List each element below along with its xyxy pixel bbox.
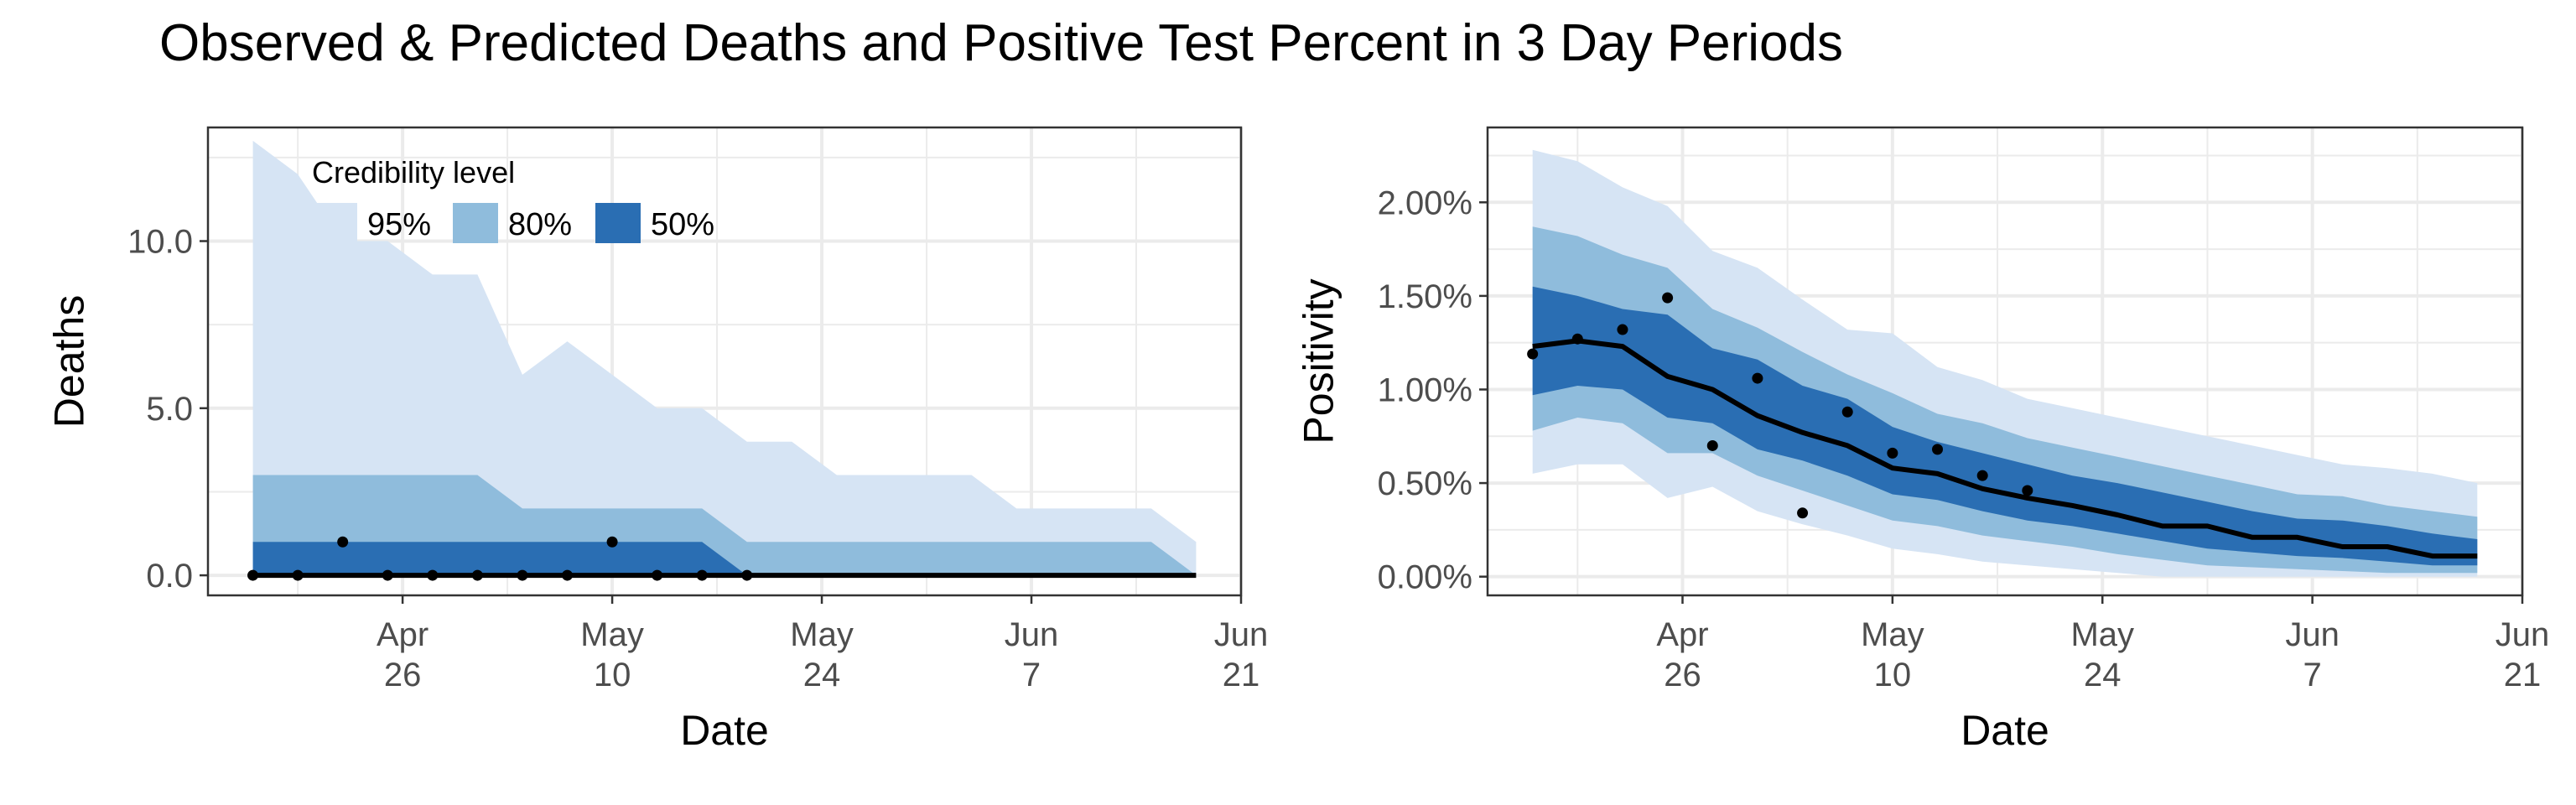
legend-title: Credibility level xyxy=(312,155,515,190)
legend-label: 80% xyxy=(508,207,572,242)
observed-point xyxy=(1571,333,1583,345)
x-tick-label-month: May xyxy=(790,616,854,653)
legend-label: 95% xyxy=(367,207,431,242)
x-tick-label-day: 21 xyxy=(1223,657,1260,693)
observed-point xyxy=(1887,447,1898,459)
observed-point xyxy=(606,536,618,548)
observed-point xyxy=(292,569,304,581)
observed-point xyxy=(1527,348,1539,360)
x-tick-label-month: May xyxy=(2070,616,2134,653)
observed-point xyxy=(2022,485,2033,496)
x-tick-label-day: 7 xyxy=(1022,657,1041,693)
observed-point xyxy=(382,569,393,581)
x-tick-label-day: 7 xyxy=(2303,657,2321,693)
x-tick-label-day: 10 xyxy=(1874,657,1912,693)
deaths-panel: 0.0 5.0 10.0 Apr 26 May 10 May 24 Jun 7 Jun 21 Date De… xyxy=(46,126,1269,754)
legend: Credibility level 95% 80% 50% xyxy=(312,155,714,243)
positivity-panel: 0.00% 0.50% 1.00% 1.50% 2.00% Apr 26 May 10 May 24… xyxy=(1296,126,2550,754)
legend-item: 50% xyxy=(595,203,714,243)
observed-point xyxy=(427,569,439,581)
y-tick-label: 5.0 xyxy=(146,391,193,428)
band-80 xyxy=(1532,226,2478,574)
x-tick-label-day: 24 xyxy=(2084,657,2122,693)
y-tick-label: 2.00% xyxy=(1378,184,1472,221)
x-tick-label-day: 26 xyxy=(384,657,422,693)
x-axis-title: Date xyxy=(680,707,769,754)
observed-point xyxy=(1932,444,1944,455)
x-tick-label-month: May xyxy=(580,616,644,653)
y-axis-title: Positivity xyxy=(1296,278,1343,444)
observed-point xyxy=(562,569,574,581)
x-tick-label-month: Apr xyxy=(1656,616,1708,653)
observed-point xyxy=(517,569,528,581)
x-tick-label-month: Jun xyxy=(1005,616,1059,653)
chart-title: Observed & Predicted Deaths and Positive… xyxy=(159,14,1844,72)
y-tick-label: 0.00% xyxy=(1378,559,1472,596)
x-axis-title: Date xyxy=(1961,707,2049,754)
x-tick-label-month: Apr xyxy=(377,616,428,653)
observed-point xyxy=(1706,439,1718,451)
panel-border xyxy=(1486,126,2524,597)
observed-point xyxy=(741,569,753,581)
legend-swatch xyxy=(453,203,498,243)
y-tick-label: 1.00% xyxy=(1378,371,1472,408)
median-line xyxy=(1532,338,2478,559)
x-tick-label-day: 24 xyxy=(803,657,841,693)
x-tick-label-month: May xyxy=(1861,616,1924,653)
observed-point xyxy=(652,569,663,581)
observed-point xyxy=(1752,372,1763,384)
observed-point xyxy=(471,569,483,581)
observed-point xyxy=(1797,507,1809,519)
legend-swatch xyxy=(312,203,357,243)
observed-point xyxy=(247,569,259,581)
band-95 xyxy=(252,140,1197,576)
panel-border xyxy=(206,126,1243,597)
legend-swatch xyxy=(595,203,641,243)
y-axis-title: Deaths xyxy=(46,295,93,428)
observed-point xyxy=(1662,292,1674,304)
observed-point xyxy=(337,536,349,548)
y-tick-label: 10.0 xyxy=(127,224,193,261)
legend-item: 80% xyxy=(453,203,572,243)
band-50 xyxy=(1532,286,2478,566)
band-50 xyxy=(252,542,1197,576)
x-tick-label-month: Jun xyxy=(1214,616,1269,653)
observed-point xyxy=(1976,470,1988,481)
legend-item: 95% xyxy=(312,203,431,243)
x-tick-label-day: 10 xyxy=(594,657,631,693)
y-tick-label: 1.50% xyxy=(1378,278,1472,315)
observed-point xyxy=(1841,406,1853,418)
x-tick-label-month: Jun xyxy=(2496,616,2550,653)
observed-point xyxy=(696,569,708,581)
y-tick-label: 0.0 xyxy=(146,558,193,595)
x-tick-label-day: 21 xyxy=(2504,657,2542,693)
y-tick-label: 0.50% xyxy=(1378,465,1472,502)
x-tick-label-day: 26 xyxy=(1664,657,1701,693)
legend-label: 50% xyxy=(651,207,714,242)
observed-point xyxy=(1617,324,1628,335)
x-tick-label-month: Jun xyxy=(2285,616,2340,653)
